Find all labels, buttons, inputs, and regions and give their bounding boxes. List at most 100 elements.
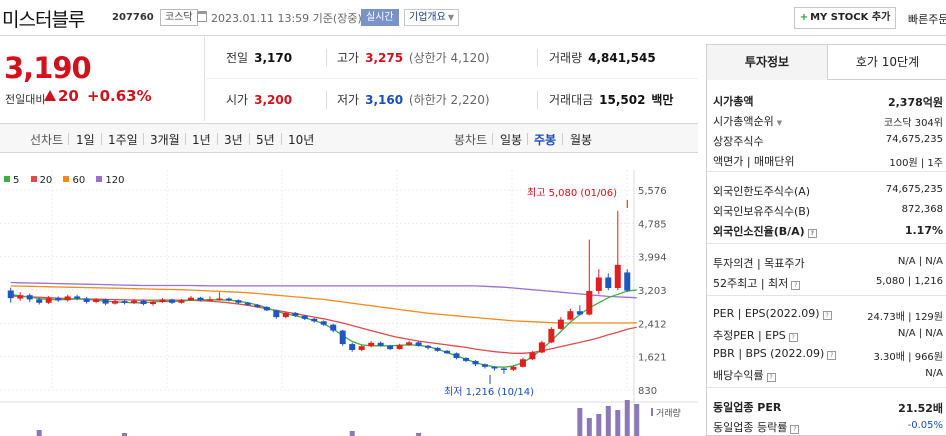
candle	[178, 300, 185, 303]
info-label: 추정PER | EPS?	[713, 327, 798, 343]
lower-limit: (하한가 2,220)	[408, 93, 490, 107]
candle	[187, 297, 194, 301]
candle	[339, 330, 346, 345]
candle	[510, 366, 517, 370]
candle	[292, 312, 299, 316]
info-value: 74,675,235	[885, 134, 943, 145]
candle	[595, 277, 602, 291]
candle	[377, 342, 384, 346]
candle	[481, 364, 488, 367]
stock-name: 미스터블루	[2, 9, 85, 31]
info-value: 74,675,235	[885, 184, 943, 195]
period-3m[interactable]: 3개월	[150, 133, 180, 147]
period-10y[interactable]: 10년	[288, 133, 315, 147]
company-overview-dropdown[interactable]: 기업개요 ▼	[404, 9, 459, 26]
ma60-line	[10, 285, 637, 324]
info-row: 52주최고 | 최저? 5,080 | 1,216	[713, 273, 946, 293]
candle	[17, 295, 24, 299]
info-label: 시가총액	[713, 95, 754, 108]
info-label: 외국인소진율(B/A)?	[713, 223, 817, 239]
amount-value: 15,502	[599, 93, 646, 107]
candle	[586, 290, 593, 315]
candle	[605, 277, 612, 289]
candle	[320, 321, 327, 325]
open-value: 3,200	[254, 93, 293, 107]
legend-ma120: 120	[96, 175, 125, 186]
candle	[206, 299, 213, 301]
investment-info-panel: 투자정보 호가 10단계 시가총액 2,378억원 시가총액순위 ▼ 코스닥 304위 상…	[706, 44, 946, 436]
candle	[93, 299, 100, 302]
candle	[453, 353, 460, 358]
candle	[538, 342, 545, 353]
info-label: 동일업종 PER	[713, 401, 782, 414]
plus-icon: +	[799, 12, 809, 23]
legend-ma5: 5	[4, 175, 19, 186]
candle-chart-tab[interactable]: 봉차트	[454, 133, 488, 147]
period-3y[interactable]: 3년	[224, 133, 243, 147]
volume-bar	[615, 410, 621, 436]
candle	[112, 301, 119, 304]
period-1w[interactable]: 1주일	[108, 133, 138, 147]
info-label: 외국인한도주식수(A)	[713, 185, 811, 198]
candle	[168, 299, 175, 303]
help-icon[interactable]: ?	[822, 311, 832, 320]
candle	[36, 299, 43, 303]
info-row: 동일업종 PER 21.52배	[713, 397, 946, 417]
y-tick-label: 3,203	[638, 286, 667, 297]
price-stats: 전일 3,170 고가 3,275 (상한가 4,120) 거래량 4,841,545…	[206, 37, 698, 121]
prev-close-value: 3,170	[254, 51, 293, 65]
help-icon[interactable]: ?	[790, 425, 800, 434]
help-icon[interactable]: ?	[827, 351, 837, 360]
quick-order-link[interactable]: 빠른주문	[908, 13, 946, 26]
info-label: 투자의견 | 목표주가	[713, 257, 805, 270]
candle	[282, 312, 289, 318]
candle-weekly[interactable]: 주봉	[534, 133, 557, 147]
candle	[102, 299, 109, 304]
volume-label: 거래량	[656, 407, 681, 419]
amount-label: 거래대금	[549, 93, 594, 107]
candle	[500, 368, 507, 371]
datetime: 2023.01.11 13:59 기준(장중)	[211, 12, 362, 25]
current-price: 3,190	[4, 51, 92, 85]
weekly-candle-chart: 5,576 4,785 3,994 3,203 2,412 1,621 830 최고 5,08…	[0, 170, 698, 436]
candle	[396, 344, 403, 350]
help-icon[interactable]: ?	[766, 373, 776, 382]
candle	[263, 306, 270, 311]
mystock-add-label: MY STOCK 추가	[810, 12, 891, 23]
period-1y[interactable]: 1년	[192, 133, 211, 147]
candle-monthly[interactable]: 월봉	[570, 133, 593, 147]
volume-bar	[416, 433, 422, 436]
tab-orderbook[interactable]: 호가 10단계	[828, 45, 946, 80]
realtime-button[interactable]: 실시간	[361, 9, 399, 26]
volume-bar	[624, 400, 630, 436]
tab-investment-info[interactable]: 투자정보	[707, 45, 828, 80]
candle-daily[interactable]: 일봉	[500, 133, 523, 147]
info-row: PER | EPS(2022.09)? 24.73배 | 129원	[713, 305, 946, 325]
candle	[45, 298, 52, 303]
company-overview-label: 기업개요	[409, 12, 446, 23]
candle	[74, 296, 81, 299]
candle	[301, 315, 308, 319]
info-label: 상장주식수	[713, 135, 764, 148]
info-row: 동일업종 등락률? -0.05%	[713, 417, 946, 436]
amount-unit: 백만	[651, 93, 674, 107]
legend-ma20: 20	[30, 175, 52, 186]
help-icon[interactable]: ?	[788, 333, 798, 342]
candle	[491, 366, 498, 369]
help-icon[interactable]: ?	[791, 281, 801, 290]
line-chart-tab[interactable]: 선차트	[30, 133, 64, 147]
period-5y[interactable]: 5년	[256, 133, 275, 147]
candle	[244, 302, 251, 305]
help-icon[interactable]: ?	[807, 229, 817, 238]
period-1d[interactable]: 1일	[76, 133, 95, 147]
info-row: 상장주식수 74,675,235	[713, 131, 946, 151]
ma120-line	[10, 281, 637, 299]
candle	[406, 342, 413, 345]
chevron-down-icon[interactable]: ▼	[776, 119, 783, 127]
info-row: 추정PER | EPS? N/A | N/A	[713, 325, 946, 345]
candle	[519, 359, 526, 367]
mystock-add-button[interactable]: + MY STOCK 추가	[794, 7, 896, 29]
info-label: 배당수익률?	[713, 367, 776, 383]
info-row: 투자의견 | 목표주가 N/A | N/A	[713, 253, 946, 273]
info-value: 21.52배	[898, 402, 943, 415]
